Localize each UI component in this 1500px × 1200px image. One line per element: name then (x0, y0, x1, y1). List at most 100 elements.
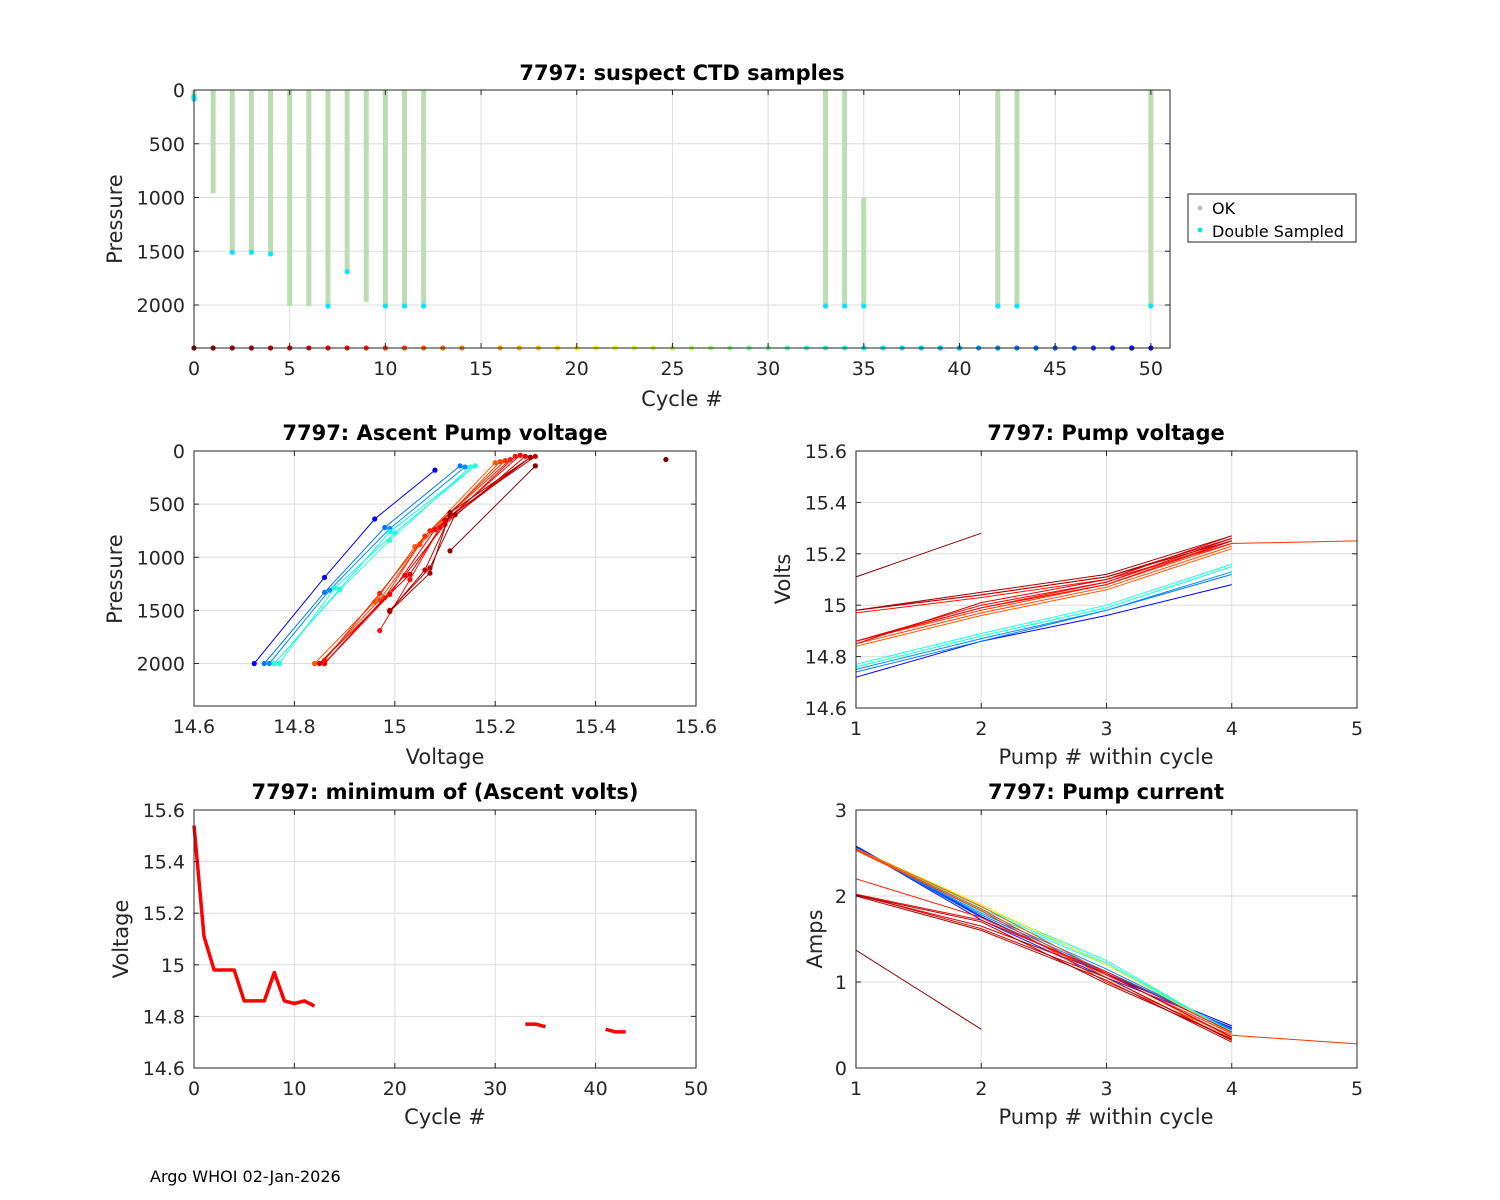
ascent-point-16-0 (387, 608, 393, 615)
ascent-point-12-1 (402, 572, 408, 578)
ascent-line-cycle-43 (263, 465, 461, 664)
pumpv-ytick-label-1: 14.8 (805, 647, 847, 669)
ascent-point-8-3 (502, 457, 508, 464)
ascent-title: 7797: Ascent Pump voltage (282, 421, 607, 445)
suspect-xlabel: Cycle # (641, 387, 723, 411)
ascent-point-6-3 (492, 460, 498, 466)
double-sample-14 (1014, 303, 1020, 309)
double-sample-2 (229, 249, 235, 255)
ascent-point-0-0 (251, 660, 257, 667)
pumpv-xtick-label-0: 1 (850, 718, 862, 740)
ascent-point-1-2 (382, 524, 388, 531)
pumpc-line-cycle-9 (855, 878, 1233, 1035)
double-sample-5 (325, 303, 331, 309)
ascent-ytick-label-2: 1000 (137, 547, 185, 569)
pumpv-ytick-label-2: 15 (823, 595, 847, 617)
ascent-point-9-1 (377, 590, 383, 596)
pumpc-ytick-label-0: 0 (835, 1058, 847, 1080)
pumpv-line-cycle-50 (855, 584, 1232, 678)
double-sample-15 (1148, 303, 1154, 309)
ascent-line-cycle-3 (389, 457, 531, 611)
ascent-line-cycle-33 (273, 466, 471, 664)
ascent-data (251, 452, 669, 667)
ascent-point-10-0 (377, 627, 383, 634)
pumpc-line-cycle-48 (855, 846, 1232, 1029)
ascent-point-16-1 (427, 570, 433, 576)
ascent-point-1-1 (321, 589, 328, 595)
minv-xtick-label-0: 0 (188, 1078, 200, 1100)
ascent-ytick-label-3: 1500 (137, 600, 185, 622)
minv-xtick-label-4: 40 (584, 1078, 608, 1100)
minv-xtick-label-3: 30 (483, 1078, 507, 1100)
minv-data (192, 825, 626, 1034)
ascent-line-cycle-35 (273, 465, 476, 664)
suspect-xtick-label-10: 50 (1139, 358, 1163, 380)
pumpv-data (855, 532, 1358, 678)
suspect-ylabel: Pressure (103, 174, 127, 264)
double-sample-4 (267, 251, 274, 257)
double-sample-7 (382, 303, 388, 309)
minv-xtick-label-5: 50 (684, 1078, 708, 1100)
double-sample-11 (842, 303, 848, 309)
ascent-xtick-label-2: 15 (383, 716, 407, 738)
pumpc-line-cycle-1 (855, 949, 982, 1030)
ascent-point-5-0 (271, 660, 277, 667)
pumpc-line-cycle-4 (855, 893, 1233, 1041)
suspect-ytick-label-3: 1500 (137, 241, 185, 263)
pumpv-line-cycle-33 (855, 566, 1232, 668)
ascent-point-1-0 (261, 660, 267, 667)
ascent-line-cycle-12 (314, 462, 496, 664)
footer-label: Argo WHOI 02-Jan-2026 (150, 1167, 341, 1186)
pumpv-line-cycle-34 (855, 563, 1232, 665)
pumpv-line-cycle-1 (855, 532, 982, 578)
pumpv-panel: 1 2 3 4 5 14.6 14.8 15 15.2 15.4 15.6 7797: Pump v… (771, 421, 1363, 769)
ascent-ytick-label-4: 2000 (137, 654, 185, 676)
minv-axes-box (193, 809, 697, 1069)
minv-ytick-label-2: 15 (161, 955, 185, 977)
suspect-ytick-label-2: 1000 (137, 188, 185, 210)
pumpc-line-cycle-33 (855, 849, 1233, 1034)
ascent-point-10-1 (407, 576, 413, 583)
pumpc-grid (855, 809, 1358, 1069)
pumpc-line-cycle-5 (855, 894, 1233, 1038)
pumpv-title: 7797: Pump voltage (987, 421, 1225, 445)
ascent-point-5-1 (336, 587, 343, 593)
pumpv-ticks: 1 2 3 4 5 14.6 14.8 15 15.2 15.4 15.6 (805, 441, 1363, 740)
ascent-point-18-0 (663, 456, 669, 463)
ascent-line-cycle-34 (278, 465, 476, 664)
pumpc-xlabel: Pump # within cycle (999, 1105, 1214, 1129)
double-sample-3 (248, 249, 255, 255)
pumpc-line-cycle-7 (855, 893, 1233, 1033)
ascent-point-12-0 (321, 660, 328, 667)
pumpc-ytick-label-2: 2 (835, 886, 847, 908)
minv-grid (193, 809, 697, 1069)
suspect-title: 7797: suspect CTD samples (519, 61, 844, 85)
pumpc-ytick-label-1: 1 (835, 972, 847, 994)
ascent-point-2-3 (462, 464, 468, 470)
minv-xtick-label-2: 20 (383, 1078, 407, 1100)
minv-ytick-label-0: 14.6 (143, 1058, 185, 1080)
suspect-ytick-label-4: 2000 (137, 295, 185, 317)
minv-xlabel: Cycle # (404, 1105, 486, 1129)
ascent-point-11-2 (432, 527, 438, 533)
ascent-point-5-2 (387, 537, 393, 543)
ascent-point-3-2 (387, 529, 393, 535)
suspect-ytick-label-0: 0 (173, 80, 185, 102)
pumpv-line-cycle-12 (855, 548, 1232, 647)
ascent-line-cycle-7 (324, 454, 521, 664)
ascent-point-2-1 (326, 587, 333, 593)
pumpv-xlabel: Pump # within cycle (999, 745, 1214, 769)
ascent-point-0-3 (432, 467, 438, 473)
legend-ok-marker (1197, 205, 1203, 211)
pumpc-line-cycle-20 (855, 848, 1233, 1035)
double-sample-9 (421, 303, 427, 309)
ascent-xtick-label-4: 15.4 (574, 716, 616, 738)
ascent-point-16-3 (527, 454, 533, 460)
minv-ylabel: Voltage (109, 900, 133, 979)
double-sample-10 (822, 303, 829, 309)
pumpc-xtick-label-2: 3 (1100, 1078, 1112, 1100)
